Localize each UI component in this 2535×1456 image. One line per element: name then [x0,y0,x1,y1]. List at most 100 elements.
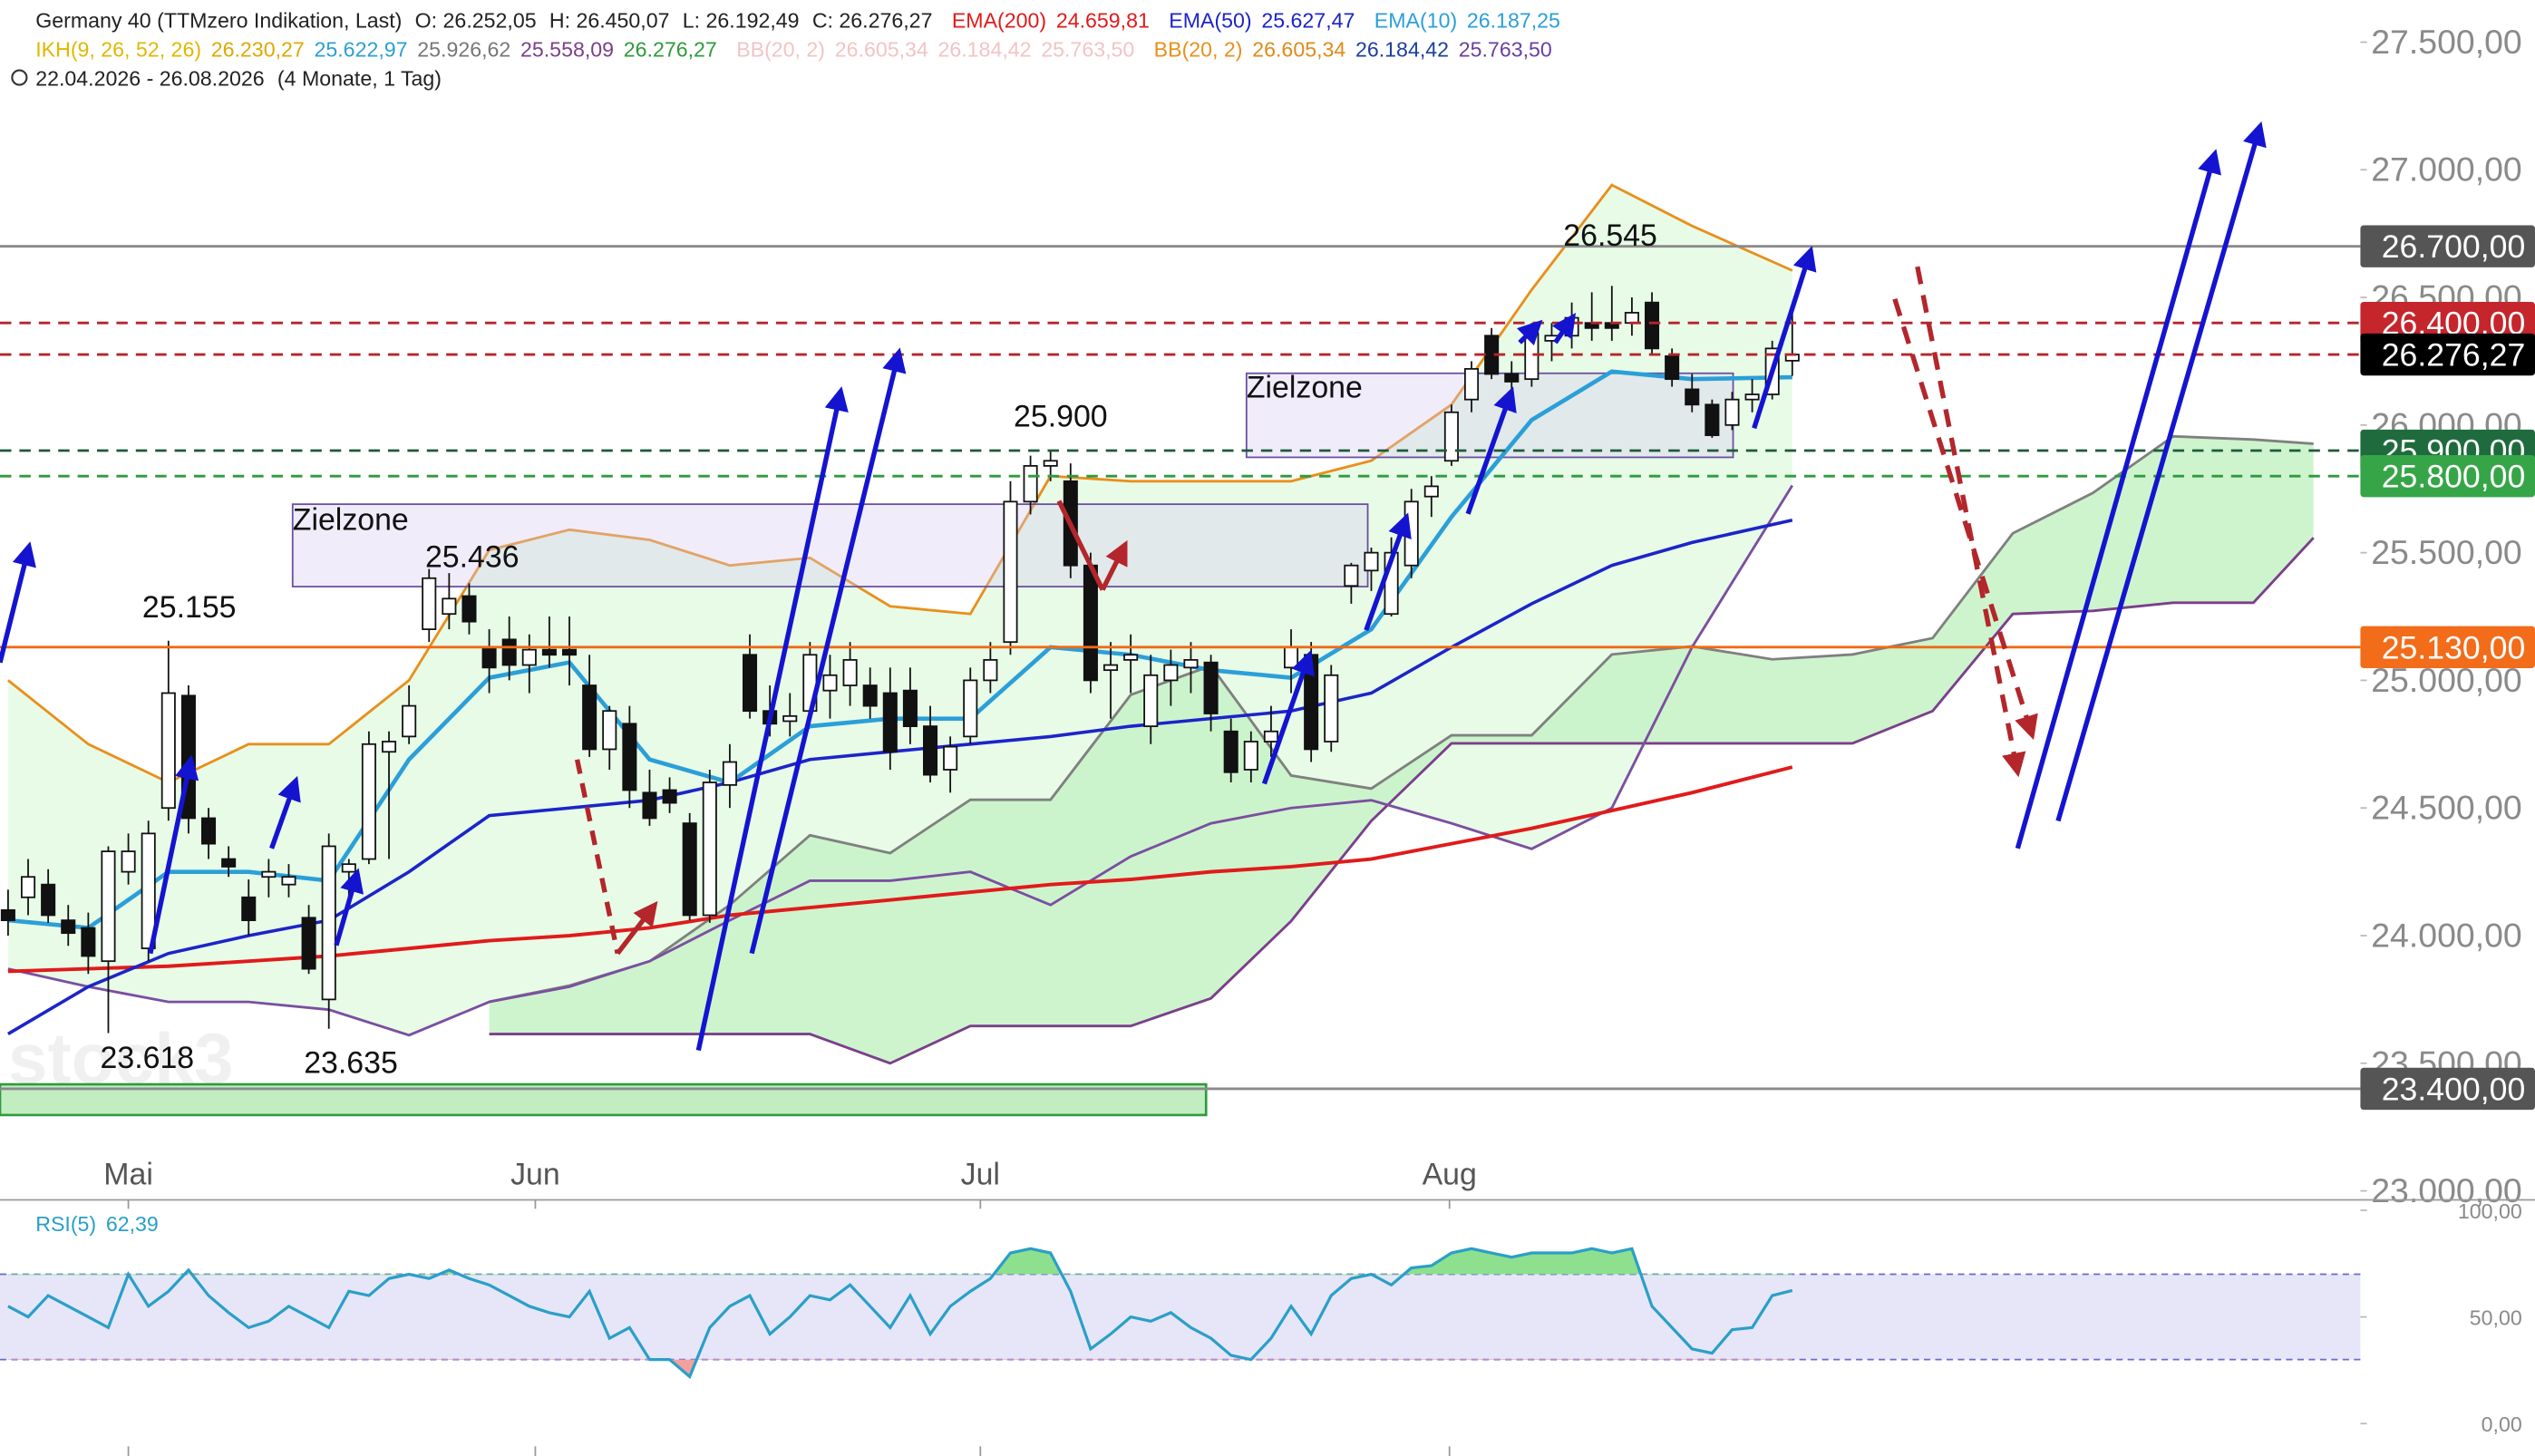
candle-body [822,674,838,692]
price-box-label: 23.400,00 [2382,1071,2526,1107]
price-box [2360,333,2535,376]
candle-body [81,927,96,957]
candle-body [782,714,798,723]
rsi-legend: RSI(5) 62,39 [35,1212,159,1236]
candle-body [642,791,657,820]
zone-label: Zielzone [1247,370,1363,404]
candle-body [562,648,578,656]
bb-upper [7,183,1793,784]
annotation: 23.635 [304,1046,398,1081]
y-tick-label: 24.500,00 [2371,789,2522,827]
candle-body [702,781,717,917]
ohlc: H: 26.450,07 [549,8,670,32]
arrows-down [574,266,2038,956]
legend-name: BB(20, 2) [736,37,825,61]
candle-body [1043,460,1058,467]
legend-name: IKH(9, 26, 52, 26) [35,37,201,61]
candle-body [341,863,356,873]
x-tick-label: Jun [510,1158,560,1192]
candle-body [1344,564,1359,587]
candle-body [541,648,557,656]
candle-body [1443,411,1459,462]
candle-body [241,896,257,921]
candle-body [1324,674,1339,743]
legend-value: 26.230,27 [211,37,305,61]
rsi-tick-label: 100,00 [2458,1199,2522,1223]
legend-name: EMA(200) [952,8,1046,32]
rsi-line [7,1247,1793,1380]
price-box [2360,1067,2535,1111]
candle-body [1423,485,1439,498]
legend-value: 26.605,34 [1252,37,1345,61]
candle-body [943,745,958,771]
legend-value: 26.605,34 [835,37,928,61]
candle-body [160,692,176,810]
legend-value: 26.184,42 [1355,37,1449,61]
zone-label: Zielzone [293,503,409,538]
price-box [2360,302,2535,345]
legend-line: Germany 40 (TTMzero Indikation, Last) O: … [35,8,1560,32]
price-box [2360,626,2535,668]
y-tick-label: 24.000,00 [2371,916,2522,954]
annotation: 25.155 [142,590,237,625]
candle-body [321,845,336,1001]
legend: Germany 40 (TTMzero Indikation, Last) O: … [11,8,1560,1236]
candle-body [21,876,36,898]
cloud-fill [489,436,2314,1063]
x-tick-label: Mai [103,1158,153,1192]
legend-value: 26.184,42 [937,37,1031,61]
candle-body [121,850,136,873]
candle-body [602,710,617,751]
annotation: 26.545 [1563,218,1657,253]
candle-body [461,595,477,623]
ohlc: L: 26.192,49 [683,8,800,32]
candle-body [1724,398,1740,426]
candle-body [662,789,677,804]
candle-body [1624,312,1639,325]
legend-line: IKH(9, 26, 52, 26) 26.230,27 25.622,97 25.9… [35,37,1552,61]
candle-body [501,638,517,666]
candle-body [902,689,918,727]
candle-body [1023,464,1038,503]
candle-body [221,858,237,868]
candle-body [201,817,217,845]
price-box-label: 26.276,27 [2382,337,2526,374]
candle-body [882,692,898,753]
y-tick-label: 27.000,00 [2371,150,2522,189]
candle-body [101,850,116,963]
candle-body [1364,551,1379,572]
candle-body [402,704,417,738]
candle-body [1284,645,1299,669]
annotation: 25.900 [1014,400,1108,434]
candle-body [261,870,277,878]
span-b [489,537,2315,1065]
candle-body [1645,301,1660,350]
rsi-tick-label: 50,00 [2470,1306,2522,1330]
candle-body [842,658,858,686]
candle-body [1083,564,1098,682]
candle-body [923,725,938,776]
candle-body [0,908,15,921]
bb-fill [7,185,1792,1035]
legend-items: EMA(200) 24.659,81 EMA(50) 25.627,47 EMA(10)… [952,8,1560,32]
legend-value: 26.276,27 [624,37,717,61]
candle-body [361,743,376,860]
ohlc: O: 26.252,05 [415,8,537,32]
period: 22.04.2026 - 26.08.2026 [35,66,264,90]
candle-body [1524,332,1539,381]
legend-name: EMA(50) [1169,8,1251,32]
y-tick-label: 27.500,00 [2371,23,2522,61]
candle-body [1685,388,1700,406]
candle-body [1103,664,1119,672]
legend-value: 25.926,62 [417,37,510,61]
annotation: 25.436 [425,540,520,575]
candle-body [1744,393,1760,401]
price-box-label: 25.130,00 [2382,629,2526,665]
legend-name: EMA(10) [1374,8,1457,32]
candle-body [1003,500,1018,644]
candle-body [301,917,316,970]
candle-body [281,876,296,886]
legend-title: Germany 40 (TTMzero Indikation, Last) [35,8,402,32]
